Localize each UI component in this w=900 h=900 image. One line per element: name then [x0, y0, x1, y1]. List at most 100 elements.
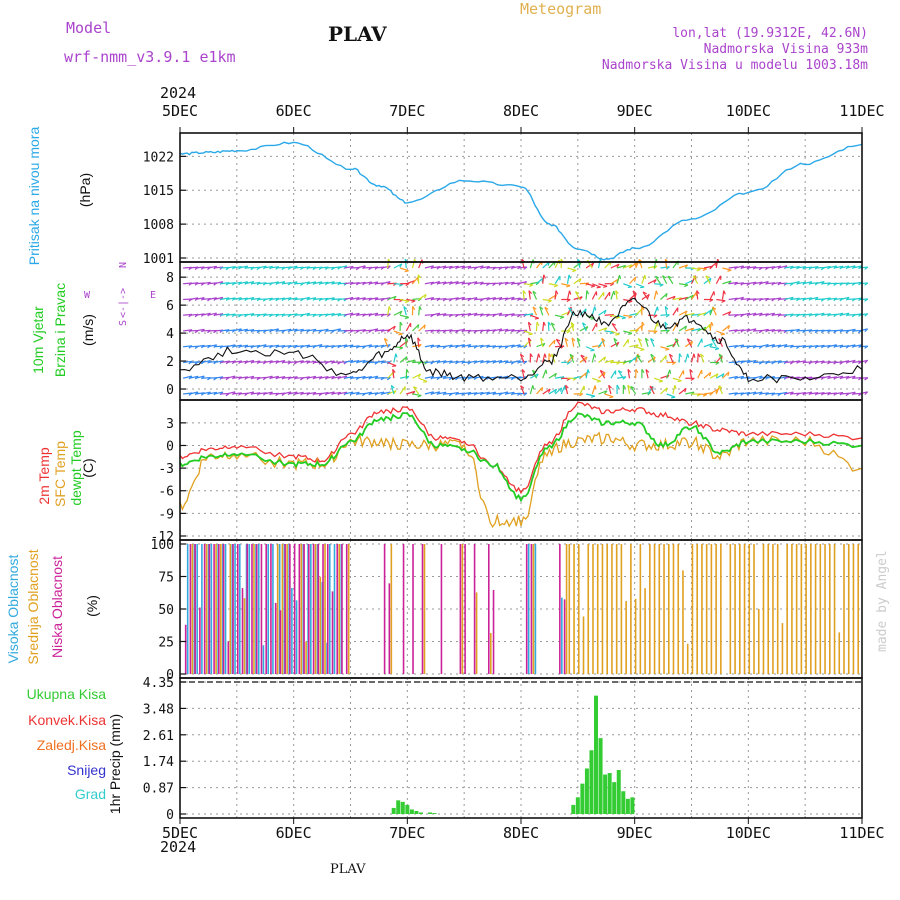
- y-tick-label: 3.48: [143, 702, 174, 717]
- wind-arrow: [282, 281, 292, 285]
- wind-arrow: [306, 297, 317, 301]
- wind-arrow: [747, 328, 757, 332]
- wind-arrow: [728, 345, 738, 348]
- precip-bar: [603, 774, 608, 814]
- wind-arrow: [505, 265, 515, 269]
- panel-frame: [179, 399, 863, 541]
- wind-arrow-head: [593, 353, 597, 358]
- wind-arrow: [443, 281, 453, 285]
- wind-arrow: [734, 375, 744, 379]
- wind-arrow: [629, 276, 636, 285]
- wind-arrow-head: [596, 286, 601, 289]
- wind-arrow-head: [727, 269, 732, 272]
- wind-arrow: [207, 312, 217, 316]
- wind-arrow: [542, 298, 552, 302]
- wind-arrow: [697, 369, 703, 379]
- wind-arrow: [492, 312, 502, 316]
- wind-arrow-head: [665, 314, 670, 318]
- wind-arrow: [598, 390, 608, 395]
- wind-arrow: [183, 345, 193, 348]
- wind-arrow: [803, 313, 813, 316]
- wind-arrow: [455, 296, 465, 301]
- page-title: PLAV: [328, 22, 387, 46]
- wind-arrow: [288, 265, 298, 269]
- wind-arrow-head: [692, 275, 697, 279]
- wind-arrow: [577, 259, 581, 269]
- wind-arrow: [375, 344, 385, 348]
- wind-arrow-head: [528, 333, 533, 336]
- wind-arrow: [238, 344, 248, 348]
- wind-arrow: [437, 281, 447, 285]
- wind-arrow: [623, 359, 633, 364]
- wind-arrow: [275, 375, 286, 379]
- wind-arrow: [517, 329, 527, 332]
- wind-arrow: [530, 314, 539, 319]
- y-tick-label: 75: [158, 571, 174, 586]
- wind-arrow-head: [655, 275, 660, 279]
- wind-arrow-head: [545, 369, 548, 374]
- wind-arrow-head: [390, 384, 395, 389]
- wind-arrow-head: [406, 368, 410, 374]
- wind-arrow-head: [864, 359, 869, 364]
- wind-arrow-head: [584, 356, 588, 361]
- wind-arrow: [331, 266, 341, 269]
- wind-arrow: [554, 314, 565, 318]
- wind-arrow-head: [653, 356, 656, 361]
- wind-arrow: [668, 353, 674, 363]
- wind-arrow-head: [523, 345, 528, 349]
- wind-arrow: [431, 266, 441, 269]
- wind-arrow: [251, 392, 261, 395]
- wind-arrow: [611, 323, 618, 332]
- wind-arrow-head: [678, 353, 682, 358]
- wind-arrow: [604, 359, 614, 364]
- wind-arrow: [368, 375, 379, 379]
- wind-arrow: [387, 306, 390, 316]
- pressure-line: [179, 141, 863, 261]
- wind-arrow: [511, 360, 521, 364]
- wind-arrow: [765, 329, 775, 332]
- wind-arrow: [567, 267, 577, 272]
- wind-arrow-head: [594, 385, 597, 390]
- wind-arrow: [573, 375, 583, 379]
- x-tick-label-top: 8DEC: [503, 102, 539, 120]
- wind-arrow: [728, 329, 738, 332]
- wind-arrow: [399, 386, 406, 395]
- wind-arrow-head: [566, 285, 571, 288]
- wind-arrow: [288, 313, 298, 316]
- wind-arrow: [703, 371, 712, 379]
- wind-arrow-head: [622, 376, 627, 380]
- wind-arrow: [195, 296, 205, 301]
- wind-arrow: [585, 369, 589, 379]
- wind-arrow: [654, 275, 661, 285]
- wind-arrow-head: [566, 361, 571, 365]
- wind-arrow: [269, 281, 279, 285]
- wind-arrow-head: [712, 306, 717, 310]
- wind-arrow: [685, 294, 694, 301]
- wind-arrow: [220, 282, 230, 285]
- wind-arrow: [771, 297, 782, 301]
- wind-arrow: [566, 290, 571, 300]
- wind-arrow: [840, 282, 850, 285]
- wind-arrow-head: [696, 268, 701, 272]
- wind-arrow: [718, 385, 724, 395]
- wind-arrow-head: [603, 371, 606, 377]
- wind-arrow: [846, 265, 856, 269]
- wind-arrow: [678, 387, 687, 395]
- wind-arrow: [387, 361, 397, 367]
- wind-arrow-head: [655, 290, 659, 295]
- wind-arrow: [635, 346, 645, 351]
- wind-arrow-head: [864, 391, 869, 396]
- wind-arrow: [213, 360, 224, 364]
- wind-arrow: [532, 306, 538, 316]
- wind-arrow: [778, 265, 788, 269]
- wind-arrow: [610, 330, 620, 335]
- wind-arrow: [554, 290, 557, 300]
- wind-arrow-head: [714, 347, 720, 351]
- wind-arrow: [722, 280, 732, 285]
- wind-arrow-head: [669, 353, 674, 358]
- wind-arrow: [392, 369, 395, 379]
- wind-arrow-head: [596, 380, 601, 383]
- wind-arrow: [564, 337, 569, 347]
- wind-arrow-head: [555, 290, 559, 295]
- wind-arrow-head: [523, 392, 528, 396]
